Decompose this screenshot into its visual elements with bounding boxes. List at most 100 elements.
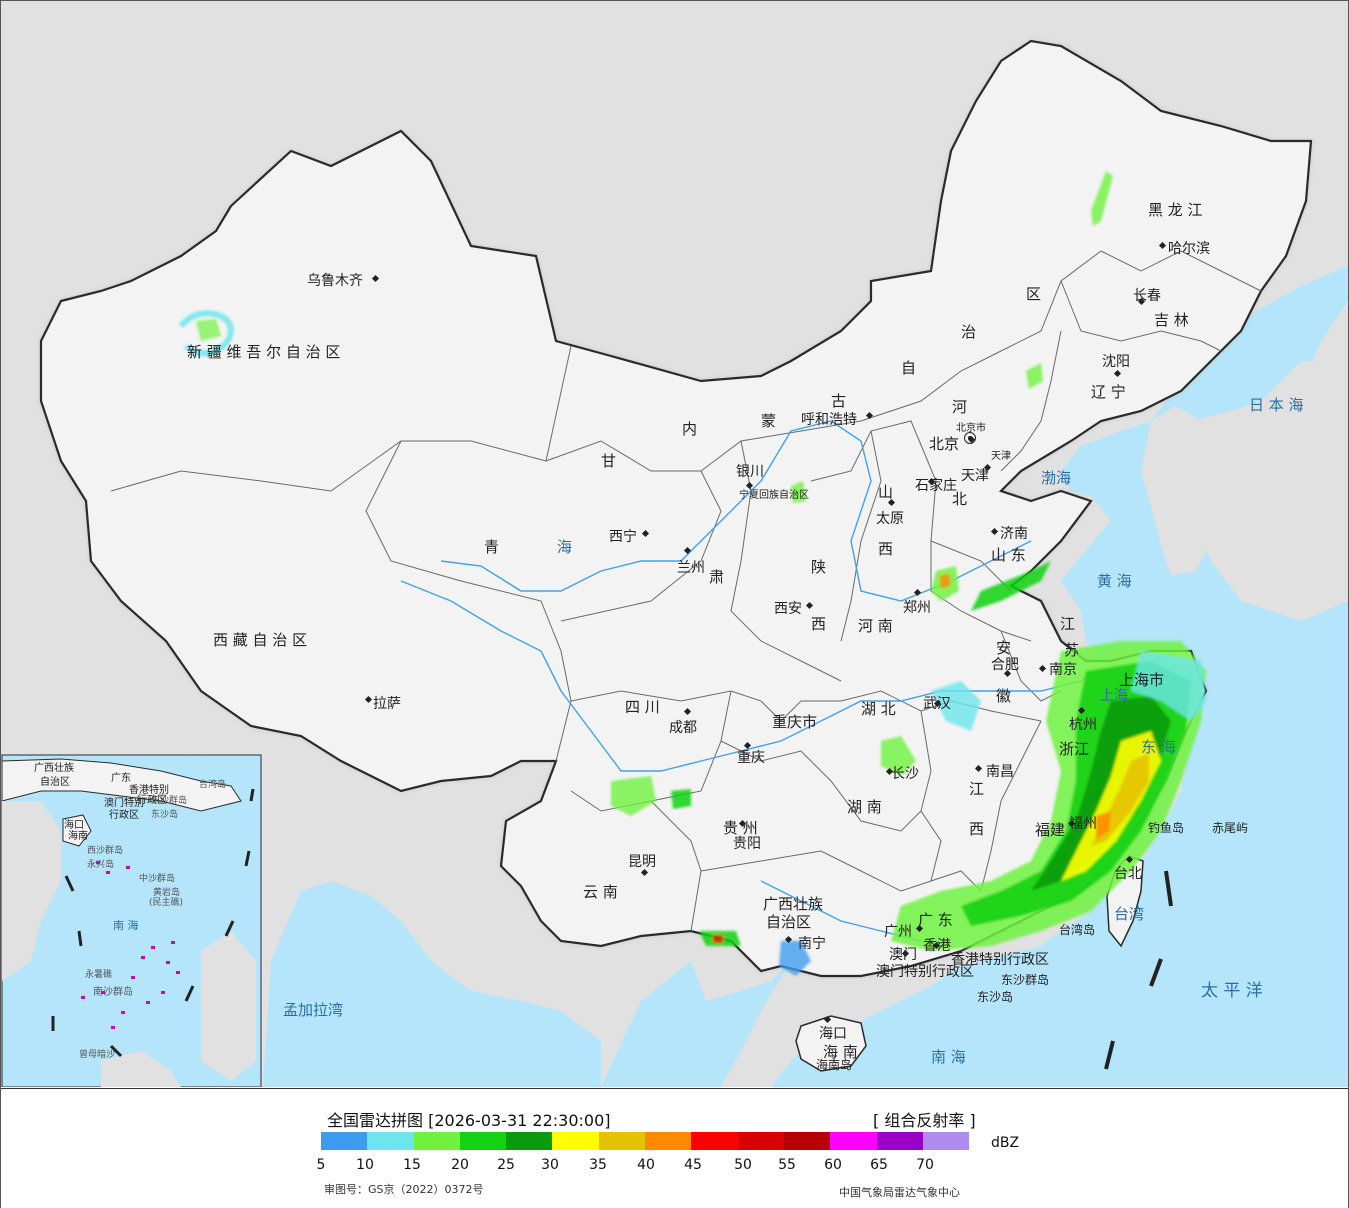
label-dongsha-dao: 东沙岛 (977, 990, 1014, 1004)
scale-cell-10 (783, 1132, 831, 1150)
label-urumqi: 乌鲁木齐 (307, 273, 363, 289)
legend-title: 全国雷达拼图 [2026-03-31 22:30:00] (327, 1111, 611, 1130)
label-inset-dongsha: 东沙群岛 (151, 796, 188, 806)
color-scale-bar (321, 1132, 970, 1150)
label-inset-taiwan: 台湾岛 (199, 780, 227, 790)
china-map[interactable] (1, 1, 1348, 1087)
radar-echoes (141, 171, 1206, 976)
label-neimenggu-qu: 区 (1026, 285, 1042, 303)
label-nanjing: 南京 (1049, 662, 1077, 678)
label-hainan: 海 南 (823, 1043, 858, 1061)
label-lhasa: 拉萨 (373, 696, 401, 712)
scale-tick: 20 (451, 1157, 469, 1173)
label-inset-huangyan2: (民主礁) (149, 898, 184, 908)
scale-cell-6 (598, 1132, 646, 1150)
label-hubei: 湖 北 (861, 700, 896, 718)
label-anhui-an: 安 (996, 639, 1012, 657)
label-tianjin: 天津 (961, 468, 989, 484)
label-hainan-dao: 海南岛 (816, 1058, 853, 1072)
maritime-boundary-lines (1104, 870, 1173, 1070)
label-yinchuan: 银川 (736, 464, 764, 480)
label-qinghai-1: 青 (484, 538, 500, 556)
hainan-island[interactable] (795, 1015, 867, 1072)
south-china-sea-inset[interactable] (1, 754, 262, 1087)
agency-name: 中国气象局雷达气象中心 (839, 1186, 960, 1199)
label-heilongjiang: 黑 龙 江 (1148, 201, 1203, 219)
korea-peninsula (1141, 406, 1221, 576)
label-hohhot: 呼和浩特 (801, 412, 857, 428)
label-guangzhou: 广州 (884, 924, 912, 940)
label-xinjiang: 新 疆 维 吾 尔 自 治 区 (187, 343, 341, 361)
scale-cell-9 (737, 1132, 784, 1150)
label-taibei: 台北 (1114, 866, 1142, 882)
label-inset-xisha: 西沙群岛 (87, 846, 124, 856)
label-ningxia: 宁夏回族自治区 (739, 490, 809, 501)
label-haikou: 海口 (819, 1026, 847, 1042)
scale-cell-12 (876, 1132, 923, 1150)
label-chongqing-city: 重庆 (737, 750, 765, 766)
label-nanning: 南宁 (798, 936, 826, 952)
label-shanghai-city: 上海 (1100, 688, 1128, 704)
label-inset-nansha: 南沙群岛 (93, 987, 133, 998)
label-hangzhou: 杭州 (1069, 717, 1097, 733)
scale-tick: 5 (316, 1157, 326, 1173)
label-inset-hk: 香港特别 (129, 785, 169, 796)
label-changchun: 长春 (1133, 288, 1161, 304)
scale-cell-7 (645, 1132, 692, 1150)
capital-icon[interactable] (964, 432, 976, 444)
scale-tick: 35 (589, 1157, 607, 1173)
scale-tick: 30 (541, 1157, 559, 1173)
label-chongqing: 重庆市 (772, 713, 818, 731)
japan-islands (1231, 301, 1348, 561)
label-shenyang: 沈阳 (1102, 354, 1130, 370)
label-anhui-hui: 徽 (996, 687, 1012, 705)
label-jiangsu-su: 苏 (1064, 641, 1080, 659)
label-inset-zhongsha: 中沙群岛 (139, 874, 176, 884)
label-shaanxi-xi: 西 (811, 615, 827, 633)
label-gansu: 甘 (601, 452, 617, 470)
scale-cell-0 (321, 1132, 368, 1150)
label-shanxi-shan: 山 (878, 483, 894, 501)
label-macau-sar: 澳门特别行政区 (876, 964, 974, 980)
label-inset-yongshu: 永暑礁 (85, 970, 113, 980)
label-hunan: 湖 南 (847, 798, 882, 816)
label-taiyuan: 太原 (876, 511, 904, 527)
legend-panel: 全国雷达拼图 [2026-03-31 22:30:00] [ 组合反射率 ] d… (1, 1088, 1348, 1208)
label-xining: 西宁 (609, 529, 637, 545)
label-jiangsu-jiang: 江 (1060, 615, 1076, 633)
label-shandong: 山 东 (991, 546, 1026, 564)
capital-dot (967, 435, 972, 440)
label-henan: 河 南 (858, 617, 893, 635)
yellow-river (440, 420, 1032, 602)
map-area[interactable] (1, 1, 1348, 1087)
label-gansu-su: 肃 (709, 568, 725, 586)
label-yunnan: 云 南 (583, 883, 618, 901)
label-inset-zengmu: 曾母暗沙 (79, 1050, 116, 1060)
label-mengjiala: 孟加拉湾 (283, 1001, 344, 1019)
label-changsha: 长沙 (891, 766, 919, 782)
legend-unit: dBZ (991, 1135, 1020, 1151)
label-inset-guangdong: 广东 (111, 773, 131, 784)
label-hebei-he: 河 (952, 398, 968, 416)
scale-cell-5 (552, 1132, 599, 1150)
label-bohai: 渤海 (1041, 469, 1072, 487)
yangtze-river (400, 580, 1102, 772)
label-shaanxi: 陕 (811, 558, 827, 576)
label-hefei: 合肥 (991, 657, 1019, 673)
scale-cell-2 (413, 1132, 460, 1150)
label-sichuan: 四 川 (625, 698, 660, 716)
label-taiwan: 台湾 (1114, 905, 1145, 923)
label-beijing-shi: 北京市 (956, 423, 986, 434)
label-diaoyu: 钓鱼岛 (1148, 821, 1185, 835)
label-jinan: 济南 (1000, 526, 1028, 542)
label-dongsha-qundao: 东沙群岛 (1001, 973, 1050, 987)
label-beijing: 北京 (929, 435, 960, 453)
label-chiwei: 赤尾屿 (1212, 821, 1249, 835)
label-neimenggu-nei: 内 (682, 420, 698, 438)
label-guangxi-2: 自治区 (766, 913, 812, 931)
label-hk-sar: 香港特别行政区 (951, 952, 1049, 968)
label-zhejiang: 浙江 (1059, 740, 1090, 758)
label-inset-macau2: 行政区 (109, 810, 139, 821)
label-zhengzhou: 郑州 (903, 600, 931, 616)
label-neimenggu-zi: 自 (901, 359, 917, 377)
